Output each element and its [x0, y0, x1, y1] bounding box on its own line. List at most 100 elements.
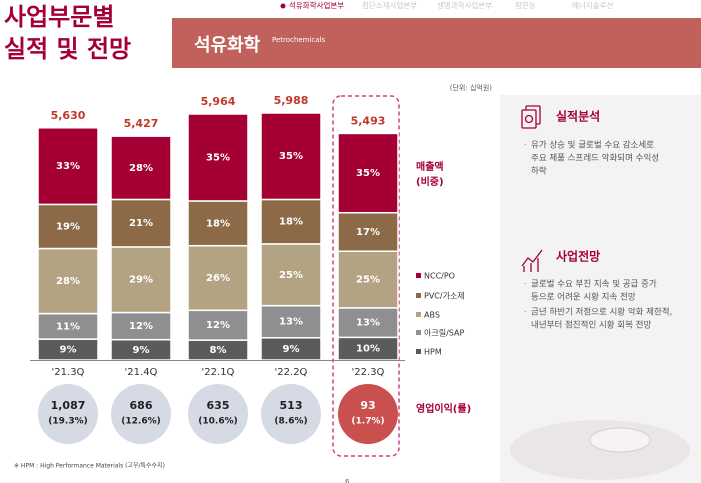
segment-label: 8%	[210, 345, 227, 356]
section-title: 석유화학	[194, 34, 261, 56]
bullet-text: 내년부터 점진적인 시황 회복 전망	[531, 320, 651, 331]
segment-label: 25%	[356, 275, 380, 286]
op-profit-margin: (8.6%)	[274, 417, 307, 427]
nav-item: 석유화학사업본부	[289, 0, 344, 10]
op-profit-margin: (19.3%)	[48, 417, 87, 427]
bullet-text: 금년 하반기 저점으로 시황 악화 제한적,	[531, 307, 672, 318]
bar-segment	[187, 113, 249, 202]
bar-segment	[37, 312, 99, 340]
icon-part	[524, 114, 534, 124]
segment-label: 35%	[206, 152, 230, 163]
segment-label: 28%	[56, 276, 80, 287]
bullet-text: 등으로 어려운 시황 지속 전망	[531, 292, 636, 303]
section-band	[172, 18, 701, 68]
nav-dot	[280, 3, 286, 9]
icon-part	[521, 249, 543, 267]
bar-segment	[187, 244, 249, 312]
bar-segment	[110, 198, 172, 248]
outlook-icon	[521, 249, 543, 272]
legend-swatch	[416, 330, 421, 335]
icon-part	[521, 109, 537, 129]
unit-label: (단위: 십억원)	[450, 83, 493, 92]
segment-label: 18%	[279, 217, 303, 228]
bullet-dot: ·	[524, 308, 527, 317]
segment-label: 13%	[356, 318, 380, 329]
legend-label: ABS	[424, 311, 440, 320]
op-profit-value: 513	[280, 399, 303, 412]
op-profit-margin: (10.6%)	[198, 417, 237, 427]
bar-segment	[110, 246, 172, 314]
x-tick-label: '21.3Q	[52, 367, 85, 378]
bar-segment	[260, 198, 322, 245]
bullet-text: 주요 제품 스프레드 악화되며 수익성	[531, 153, 659, 164]
bar-segment	[337, 132, 399, 214]
segment-label: 17%	[356, 227, 380, 238]
op-profit-label: 영업이익(률)	[416, 402, 471, 415]
bar-segment	[337, 250, 399, 309]
segment-label: 33%	[56, 161, 80, 172]
nav-item: 에너지솔루션	[572, 0, 613, 10]
x-tick-label: '21.4Q	[125, 367, 158, 378]
segment-label: 12%	[206, 320, 230, 331]
bar-segment	[110, 135, 172, 201]
bar-segment	[110, 311, 172, 341]
op-profit-circle	[338, 384, 398, 444]
bar-segment	[260, 112, 322, 201]
segment-label: 10%	[356, 344, 380, 355]
op-profit-circle	[188, 384, 248, 444]
segment-label: 25%	[279, 270, 303, 281]
segment-label: 35%	[279, 151, 303, 162]
bar-segment	[37, 247, 99, 315]
nav-item: 팜한농	[515, 0, 536, 10]
segment-label: 11%	[56, 321, 80, 332]
op-profit-value: 1,087	[51, 399, 86, 412]
total-label: 5,964	[201, 95, 236, 108]
op-profit-value: 93	[360, 399, 375, 412]
legend-label: NCC/PO	[424, 272, 455, 281]
bar-segment	[187, 309, 249, 341]
legend-swatch	[416, 349, 421, 354]
panel-heading: 사업전망	[556, 249, 600, 264]
segment-label: 12%	[129, 321, 153, 332]
legend-label: HPM	[424, 348, 442, 357]
segment-label: 28%	[129, 163, 153, 174]
bullet-dot: ·	[524, 141, 527, 150]
op-profit-circle	[38, 384, 98, 444]
legend-swatch	[416, 273, 421, 278]
legend-swatch	[416, 312, 421, 317]
side-panel	[500, 95, 701, 483]
bullet-text: 글로벌 수요 부진 지속 및 공급 증가	[531, 279, 657, 290]
segment-label: 18%	[206, 218, 230, 229]
op-profit-margin: (1.7%)	[351, 417, 384, 427]
bar-segment	[187, 200, 249, 247]
bar-segment	[337, 211, 399, 252]
segment-label: 29%	[129, 275, 153, 286]
sales-label: (비중)	[416, 175, 444, 188]
nav-item: 첨단소재사업본부	[362, 0, 417, 10]
total-label: 5,493	[351, 114, 386, 127]
bullet-text: 하락	[531, 166, 547, 177]
highlight-box	[332, 95, 400, 457]
total-label: 5,427	[124, 117, 159, 130]
panel-decoration	[510, 420, 690, 480]
bullet-dot: ·	[524, 280, 527, 289]
decoration	[589, 427, 651, 453]
segment-label: 9%	[283, 344, 300, 355]
total-label: 5,630	[51, 109, 86, 122]
bar-segment	[37, 127, 99, 206]
panel-heading: 실적분석	[556, 109, 600, 124]
decoration	[510, 420, 690, 480]
total-label: 5,988	[274, 94, 309, 107]
nav-item: 생명과학사업본부	[437, 0, 492, 10]
analysis-icon	[521, 105, 541, 129]
op-profit-circle	[261, 384, 321, 444]
page-title: 실적 및 전망	[4, 35, 131, 63]
segment-label: 9%	[60, 345, 77, 356]
legend-swatch	[416, 293, 421, 298]
page-number: 6	[345, 478, 350, 483]
segment-label: 26%	[206, 273, 230, 284]
segment-label: 9%	[133, 345, 150, 356]
segment-label: 19%	[56, 221, 80, 232]
op-profit-circle	[111, 384, 171, 444]
